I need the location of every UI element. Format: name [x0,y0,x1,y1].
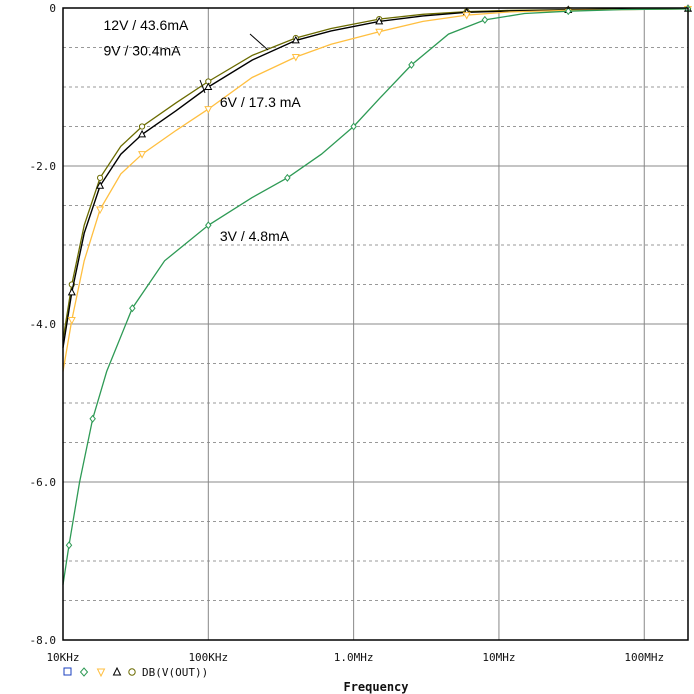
data-point [350,122,357,131]
y-tick-label: 0 [49,2,56,15]
data-point [67,317,76,325]
data-point [205,221,212,230]
x-tick-label: 10MHz [482,651,515,664]
annotation-label: 3V / 4.8mA [220,228,290,244]
data-point [565,7,572,16]
x-tick-label: 1.0MHz [334,651,374,664]
series-3 [62,4,692,585]
data-point [96,181,105,189]
data-point [65,541,73,550]
data-point [291,53,300,62]
tick-labels: 0 -2.0 -4.0 -6.0 -8.0 10KHz 100KHz 1.0MHz 10MHz 1… [30,2,665,664]
plot-frame [62,7,689,641]
data-point [462,12,471,20]
annotation-label: 12V / 43.6mA [104,17,189,33]
plot-border [62,7,689,641]
data-point [138,129,147,138]
data-point [89,414,96,423]
y-tick-label: -6.0 [30,476,57,489]
y-tick-label: -2.0 [30,160,57,173]
data-point [291,35,300,44]
data-point [96,174,104,181]
data-point [408,60,415,69]
data-point [138,151,147,159]
data-point [284,173,291,182]
x-tick-label: 100KHz [188,651,228,664]
data-point [96,206,105,215]
annotation-label: 9V / 30.4mA [104,42,182,58]
x-tick-label: 100MHz [624,651,664,664]
y-tick-label: -4.0 [30,318,57,331]
annotations: 12V / 43.6mA 9V / 30.4mA 6V / 17.3 mA 3V / … [104,17,302,244]
legend-marker-circle [128,668,136,676]
x-axis-label: Frequency [343,680,408,694]
annotation-leader [249,33,269,51]
annotation-leader [199,79,206,94]
series-line [62,8,689,348]
legend-marker-square [63,667,72,676]
data-point [204,82,213,90]
x-tick-label: 10KHz [46,651,79,664]
legend-label: DB(V(OUT)) [142,666,208,679]
legend-marker-triangle-down [96,668,106,678]
data-point [204,106,213,114]
data-point [138,123,146,130]
legend: DB(V(OUT)) [63,666,208,679]
data-point [67,287,76,296]
series-2 [62,5,693,372]
data-point [375,16,384,25]
data-point [481,15,489,24]
legend-marker-diamond [79,667,89,677]
data-point [375,28,384,37]
series-line [62,8,689,585]
annotation-label: 6V / 17.3 mA [220,94,302,110]
series-layer [62,4,693,585]
y-tick-label: -8.0 [30,634,57,647]
legend-marker-triangle [112,666,122,676]
data-point [129,304,136,313]
series-line [62,8,689,372]
